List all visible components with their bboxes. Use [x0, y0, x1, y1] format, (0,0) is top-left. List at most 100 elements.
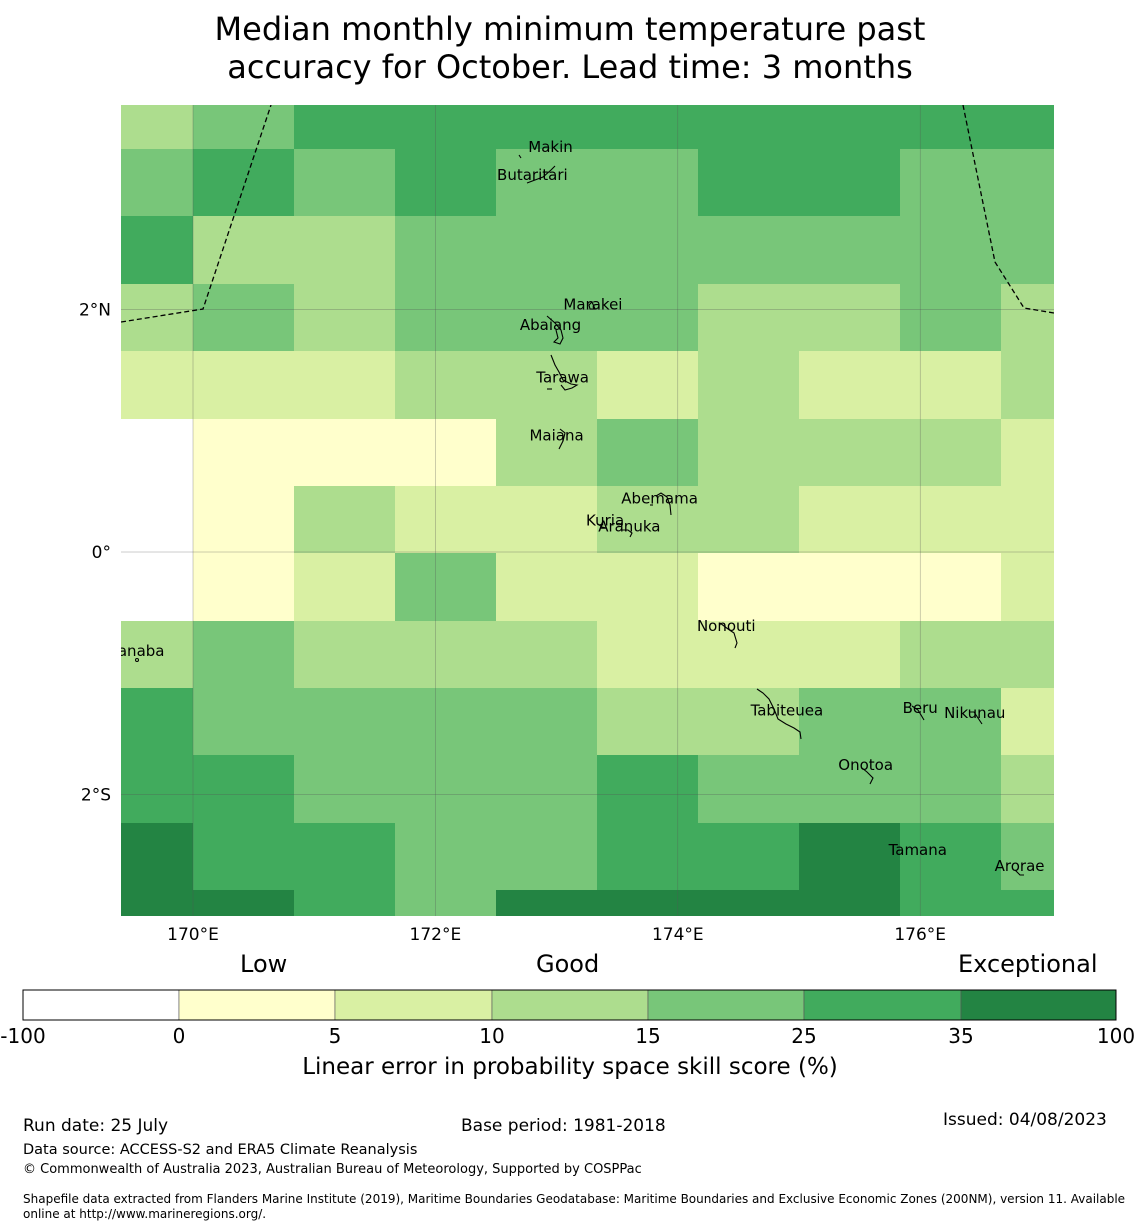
skill-grid-cell: [395, 621, 496, 688]
skill-grid-cell: [900, 890, 1001, 916]
island-outline: [588, 301, 596, 310]
skill-grid-cell: [799, 621, 900, 688]
skill-grid-cell: [294, 149, 395, 216]
skill-grid-cell: [698, 823, 799, 890]
skill-grid-cell: [597, 890, 698, 916]
skill-grid-cell: [1001, 419, 1054, 486]
skill-grid-cell: [799, 553, 900, 621]
skill-grid-cell: [799, 419, 900, 486]
colorbar-tick: 10: [479, 1024, 505, 1048]
eez-boundary-west: [121, 105, 272, 323]
title-line-1: Median monthly minimum temperature past: [214, 10, 926, 48]
skill-grid-cell: [698, 149, 799, 216]
skill-grid-cell: [799, 755, 900, 823]
skill-grid-cell: [193, 553, 294, 621]
island-outline: [655, 492, 672, 516]
colorbar-tick: 0: [172, 1024, 186, 1048]
skill-grid-cell: [900, 149, 1001, 216]
skill-grid-cell: [294, 688, 395, 755]
skill-grid-cell: [395, 216, 496, 284]
island-label: Abaiang: [520, 316, 581, 334]
base-period: Base period: 1981-2018: [461, 1116, 666, 1136]
skill-grid-cell: [597, 149, 698, 216]
skill-grid-cell: [698, 621, 799, 688]
legend-category-exceptional: Exceptional: [958, 950, 1098, 978]
skill-grid-cell: [799, 351, 900, 419]
colorbar-segment: [491, 989, 649, 1021]
skill-grid-cell: [799, 823, 900, 890]
skill-grid-cell: [496, 823, 597, 890]
island-label: Aranuka: [598, 517, 660, 535]
copyright: © Commonwealth of Australia 2023, Austra…: [23, 1162, 642, 1177]
skill-grid-cell: [121, 105, 193, 149]
skill-grid-cell: [698, 351, 799, 419]
skill-grid-cell: [1001, 216, 1054, 284]
skill-grid-cell: [698, 284, 799, 351]
skill-grid-cell: [597, 216, 698, 284]
skill-grid-cell: [193, 419, 294, 486]
island-outline: [546, 315, 564, 345]
skill-grid-cell: [1001, 688, 1054, 755]
skill-grid-cell: [121, 621, 193, 688]
skill-grid-cell: [121, 890, 193, 916]
skill-grid-cell: [900, 419, 1001, 486]
island-outline: [622, 529, 633, 538]
island-label: Beru: [903, 699, 938, 717]
skill-grid-cell: [799, 890, 900, 916]
colorbar-label: Linear error in probability space skill …: [302, 1054, 838, 1080]
skill-grid-cell: [395, 688, 496, 755]
colorbar-tick: 100: [1096, 1024, 1136, 1048]
skill-grid-cell: [900, 621, 1001, 688]
skill-grid-cell: [900, 216, 1001, 284]
island-outline: [861, 767, 874, 785]
skill-grid-cell: [121, 149, 193, 216]
skill-grid-cell: [395, 149, 496, 216]
skill-grid-cell: [698, 105, 799, 149]
colorbar-segment: [334, 989, 493, 1021]
skill-grid-cell: [799, 149, 900, 216]
colorbar-tick: 25: [791, 1024, 817, 1048]
colorbar-tick: 35: [948, 1024, 974, 1048]
map-title: Median monthly minimum temperature past …: [0, 10, 1140, 86]
skill-grid-cell: [900, 823, 1001, 890]
skill-grid-cell: [121, 688, 193, 755]
latitude-tick-label: 0°: [92, 543, 111, 563]
skill-grid-cell: [121, 419, 193, 486]
skill-grid-cell: [597, 419, 698, 486]
island-label: Onotoa: [838, 756, 893, 774]
skill-grid-cell: [496, 621, 597, 688]
skill-grid-cell: [294, 823, 395, 890]
skill-grid-cell: [395, 284, 496, 351]
skill-grid-cell: [597, 823, 698, 890]
legend-category-good: Good: [536, 950, 600, 978]
skill-grid-cell: [698, 755, 799, 823]
skill-grid-cell: [395, 553, 496, 621]
skill-grid-cell: [597, 486, 698, 553]
skill-grid-cell: [1001, 105, 1054, 149]
longitude-tick-label: 174°E: [652, 925, 704, 945]
skill-grid-cell: [1001, 351, 1054, 419]
skill-grid-cell: [193, 486, 294, 553]
skill-grid-cell: [900, 486, 1001, 553]
skill-grid-cell: [1001, 755, 1054, 823]
skill-grid-cell: [294, 105, 395, 149]
eez-boundary-east: [962, 105, 1054, 314]
skill-grid-cell: [193, 284, 294, 351]
island-outline: [719, 622, 738, 649]
skill-grid-cell: [193, 105, 294, 149]
island-label: Kuria: [586, 511, 624, 529]
island-label: Tarawa: [535, 368, 589, 386]
skill-grid-cell: [121, 755, 193, 823]
skill-grid-cell: [496, 890, 597, 916]
island-outline: [970, 711, 983, 725]
island-label: Marakei: [563, 296, 622, 314]
latitude-tick-label: 2°N: [79, 301, 111, 321]
colorbar-tick: 5: [328, 1024, 342, 1048]
skill-score-map: Makin Butaritari Marakei Abaiang Tarawa Maian…: [79, 105, 1054, 945]
island-label: Arorae: [995, 857, 1045, 875]
skill-grid-cell: [799, 284, 900, 351]
skill-grid-cell: [395, 105, 496, 149]
skill-grid-cell: [698, 688, 799, 755]
skill-grid-cell: [193, 621, 294, 688]
skill-grid-cell: [1001, 621, 1054, 688]
